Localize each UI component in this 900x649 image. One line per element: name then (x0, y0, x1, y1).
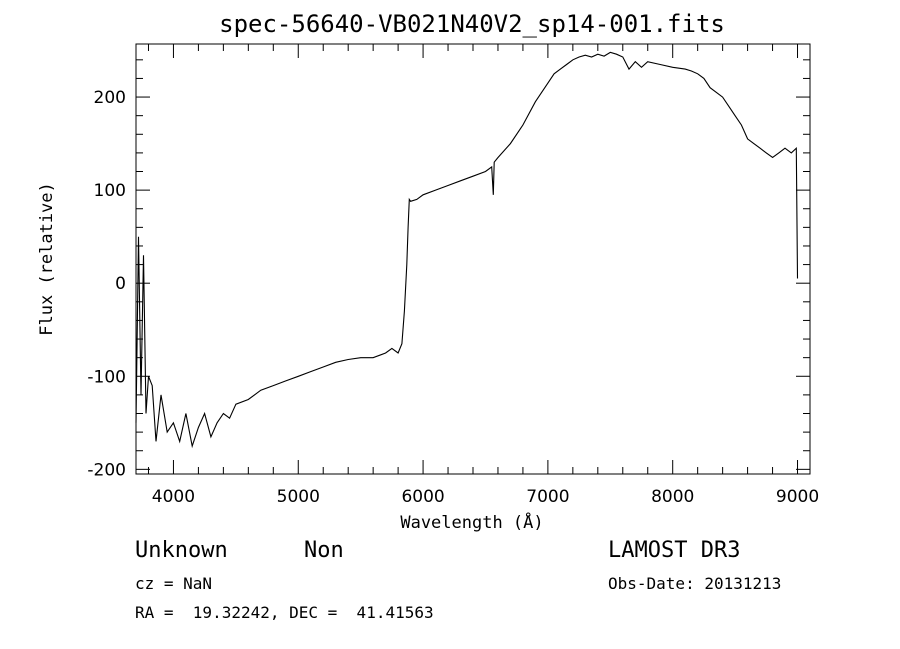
y-axis-label: Flux (relative) (37, 182, 57, 336)
x-tick-label: 9000 (776, 487, 819, 507)
y-tick-label: -100 (87, 367, 126, 387)
observation-date: Obs-Date: 20131213 (608, 574, 782, 593)
x-tick-label: 4000 (152, 487, 195, 507)
chart-title: spec-56640-VB021N40V2_sp14-001.fits (219, 10, 725, 38)
x-axis-label: Wavelength (Å) (400, 511, 543, 533)
redshift-cz: cz = NaN (135, 574, 213, 593)
object-class: Unknown (135, 538, 228, 563)
spectrum-line (135, 51, 799, 449)
survey-name: LAMOST DR3 (608, 538, 741, 563)
ra-dec: RA = 19.32242, DEC = 41.41563 (135, 603, 434, 622)
x-tick-label: 5000 (277, 487, 320, 507)
spectrum-chart: spec-56640-VB021N40V2_sp14-001.fits 4000… (37, 10, 819, 533)
axis-ticks (136, 44, 810, 474)
plot-frame (135, 43, 811, 475)
x-tick-label: 6000 (401, 487, 444, 507)
object-subclass: Non (304, 538, 344, 563)
y-tick-label: 100 (94, 181, 126, 201)
tick-labels: 4000 5000 6000 7000 8000 9000 -200 -100 0 100 200 (87, 88, 819, 507)
y-tick-label: 0 (115, 274, 126, 294)
y-tick-label: 200 (94, 88, 126, 108)
y-tick-label: -200 (87, 460, 126, 480)
x-tick-label: 8000 (651, 487, 694, 507)
x-tick-label: 7000 (526, 487, 569, 507)
